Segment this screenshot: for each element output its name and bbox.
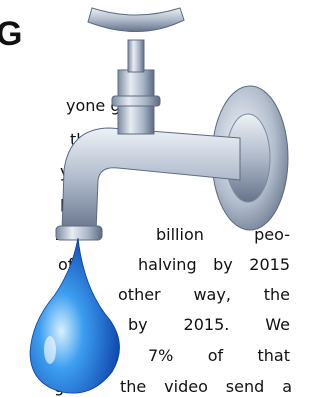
water-drop	[30, 238, 120, 393]
faucet	[56, 8, 288, 240]
faucet-illustration	[0, 0, 292, 397]
page: G yone got the you ple 1.2 of - g billio…	[0, 0, 292, 397]
